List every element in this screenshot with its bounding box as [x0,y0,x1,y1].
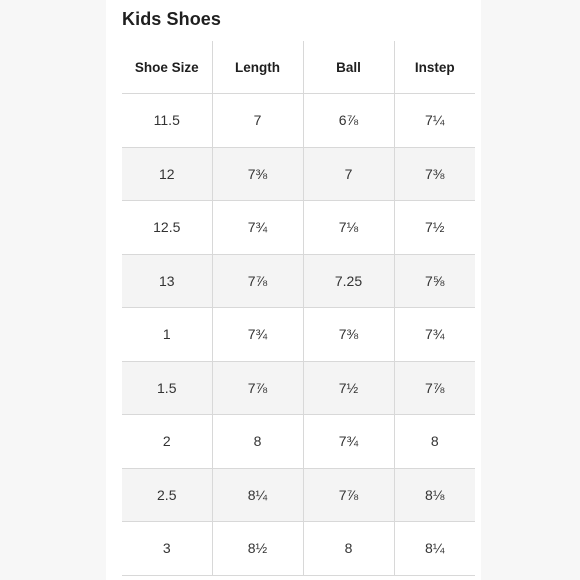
cell-instep: 7⅞ [393,361,475,415]
cell-ball: 7¾ [302,414,394,469]
cell-instep: 8¼ [393,521,475,576]
cell-ball: 7.25 [302,254,394,308]
cell-ball: 7⅛ [302,200,394,255]
cell-length: 7⅞ [211,254,303,308]
cell-shoe-size: 12 [122,147,212,201]
table-row: 2.5 8¼ 7⅞ 8⅛ [122,468,475,522]
table-row: 1.5 7⅞ 7½ 7⅞ [122,361,475,415]
cell-shoe-size: 3 [122,521,212,576]
cell-length: 7 [211,93,303,148]
table-row: 3 8½ 8 8¼ [122,521,475,576]
cell-ball: 6⅞ [302,93,394,148]
cell-shoe-size: 12.5 [122,200,212,255]
cell-instep: 7⅝ [393,254,475,308]
left-margin-panel [0,0,106,580]
cell-instep: 8 [393,414,475,469]
cell-instep: 7½ [393,200,475,255]
cell-ball: 8 [302,521,394,576]
column-header-shoe-size: Shoe Size [122,41,212,94]
table-row: 13 7⅞ 7.25 7⅝ [122,254,475,308]
cell-instep: 7¾ [393,307,475,362]
table-header-row: Shoe Size Length Ball Instep [122,41,475,94]
cell-length: 8¼ [211,468,303,522]
cell-length: 7⅞ [211,361,303,415]
column-header-ball: Ball [302,41,394,94]
cell-instep: 8⅛ [393,468,475,522]
cell-length: 7¾ [211,307,303,362]
cell-length: 8 [211,414,303,469]
cell-ball: 7⅞ [302,468,394,522]
cell-length: 7¾ [211,200,303,255]
cell-ball: 7 [302,147,394,201]
cell-length: 8½ [211,521,303,576]
cell-instep: 7¼ [393,93,475,148]
cell-shoe-size: 11.5 [122,93,212,148]
cell-ball: 7½ [302,361,394,415]
cell-shoe-size: 1.5 [122,361,212,415]
cell-shoe-size: 2 [122,414,212,469]
table-row: 12.5 7¾ 7⅛ 7½ [122,200,475,255]
cell-length: 7⅜ [211,147,303,201]
table-row: 12 7⅜ 7 7⅜ [122,147,475,201]
column-header-length: Length [211,41,303,94]
cell-ball: 7⅜ [302,307,394,362]
right-margin-panel [481,0,580,580]
page-title: Kids Shoes [122,9,222,29]
table-row: 1 7¾ 7⅜ 7¾ [122,307,475,362]
size-chart-table: Shoe Size Length Ball Instep 11.5 7 6⅞ 7… [122,41,475,576]
size-chart-card: Kids Shoes Shoe Size Length Ball Instep … [106,0,481,580]
cell-shoe-size: 2.5 [122,468,212,522]
table-row: 11.5 7 6⅞ 7¼ [122,93,475,148]
column-header-instep: Instep [393,41,475,94]
table-row: 2 8 7¾ 8 [122,414,475,469]
cell-instep: 7⅜ [393,147,475,201]
cell-shoe-size: 1 [122,307,212,362]
cell-shoe-size: 13 [122,254,212,308]
